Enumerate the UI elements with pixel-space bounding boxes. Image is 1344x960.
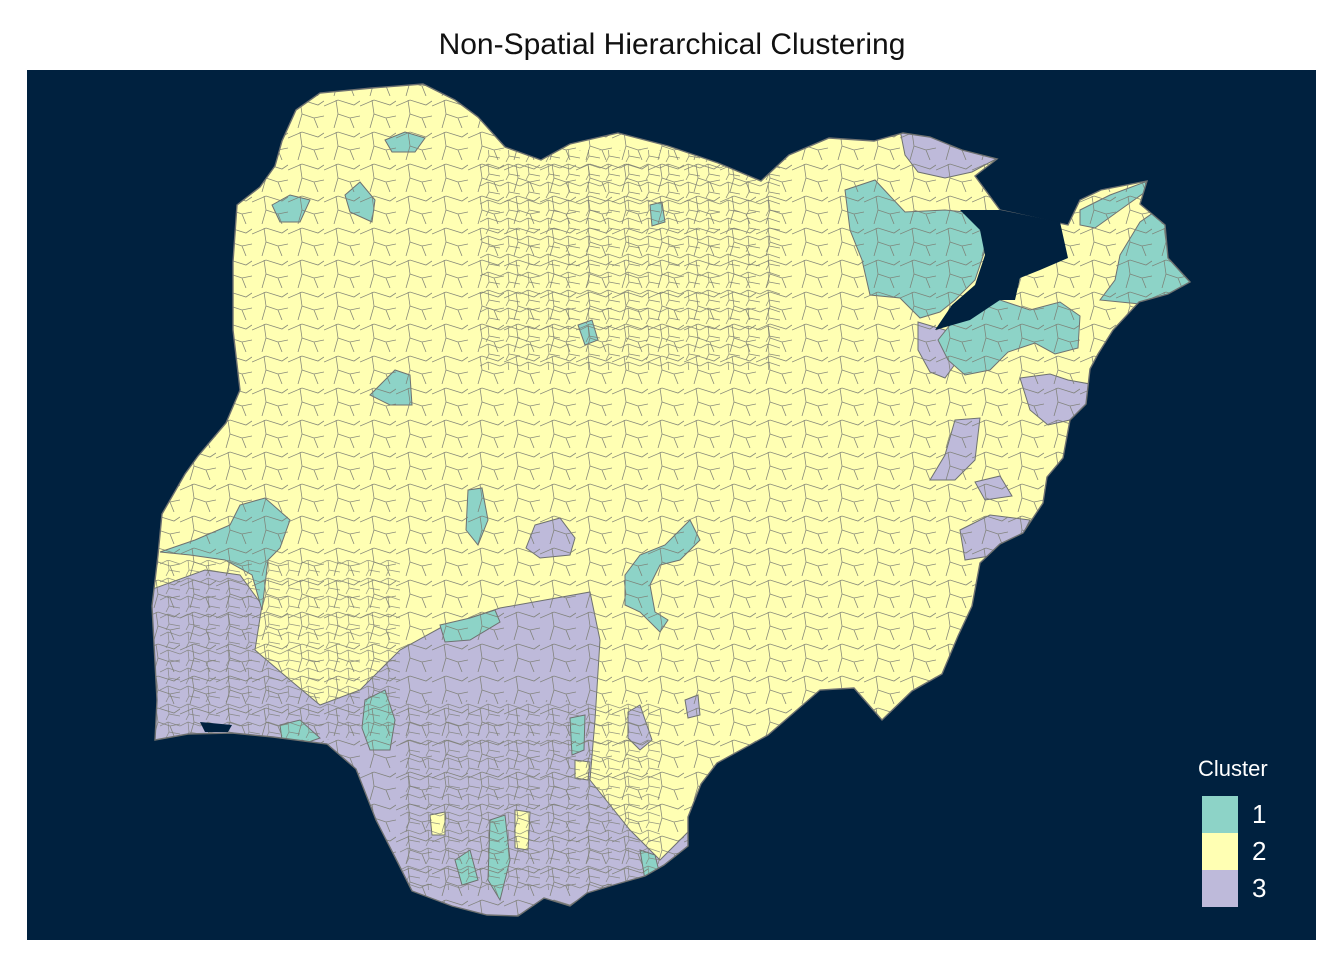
legend-label: 1 xyxy=(1252,799,1267,829)
legend-title: Cluster xyxy=(1198,756,1268,781)
map-title: Non-Spatial Hierarchical Clustering xyxy=(438,28,906,61)
legend-item-cluster-3: 3 xyxy=(1202,870,1268,907)
legend-item-cluster-2: 2 xyxy=(1202,833,1268,870)
legend: Cluster 1 2 3 xyxy=(1192,756,1268,907)
legend-swatch xyxy=(1202,796,1238,833)
legend-swatch xyxy=(1202,870,1238,907)
legend-item-cluster-1: 1 xyxy=(1202,796,1268,833)
lagos-lagoon xyxy=(200,722,232,732)
legend-label: 2 xyxy=(1252,836,1267,866)
lake-chad xyxy=(935,210,1068,330)
legend-label: 3 xyxy=(1252,873,1267,903)
legend-swatch xyxy=(1202,833,1238,870)
